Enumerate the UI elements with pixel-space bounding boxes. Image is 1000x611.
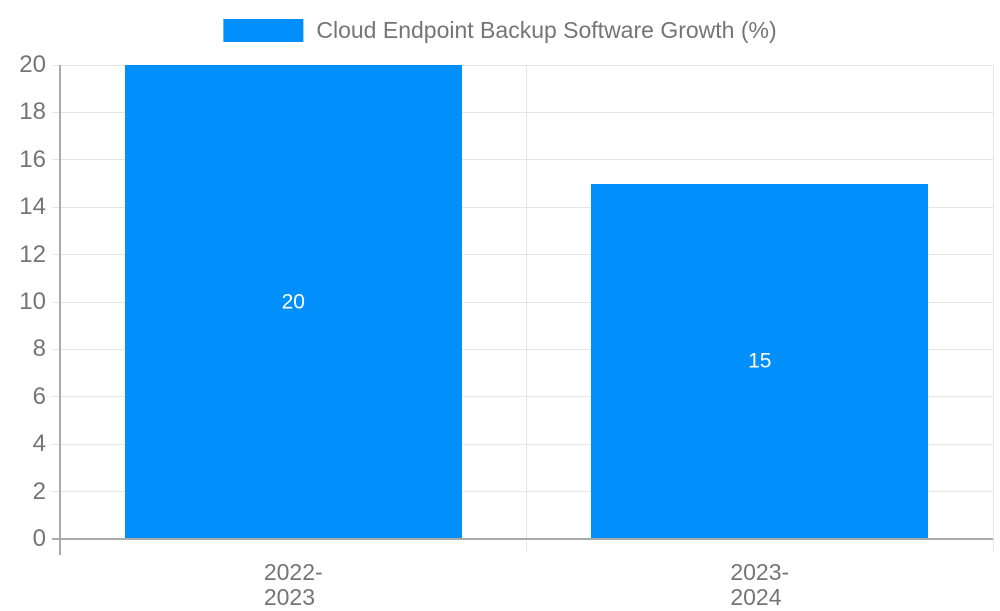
bar bbox=[591, 183, 928, 539]
y-axis-line bbox=[59, 65, 61, 555]
x-axis-label: 2023-2024 bbox=[730, 559, 790, 611]
y-axis-tick bbox=[52, 111, 60, 113]
y-axis-tick bbox=[52, 254, 60, 256]
y-axis-tick bbox=[52, 159, 60, 161]
y-axis-label: 18 bbox=[19, 98, 46, 126]
y-axis-label: 0 bbox=[32, 525, 46, 552]
y-axis-tick bbox=[52, 348, 60, 350]
x-axis-tick bbox=[992, 539, 994, 551]
chart-legend: Cloud Endpoint Backup Software Growth (%… bbox=[223, 17, 777, 43]
x-axis-tick bbox=[526, 539, 527, 551]
y-axis-label: 14 bbox=[19, 193, 46, 221]
y-axis-label: 2 bbox=[32, 477, 46, 505]
y-axis-label: 4 bbox=[32, 430, 46, 458]
y-axis-label: 12 bbox=[19, 240, 46, 268]
y-axis-tick bbox=[52, 491, 60, 493]
y-axis-label: 8 bbox=[32, 335, 46, 363]
y-axis-label: 16 bbox=[19, 145, 46, 173]
legend-swatch bbox=[223, 19, 304, 42]
x-axis-line bbox=[52, 538, 993, 540]
y-axis-tick bbox=[52, 301, 60, 303]
gridline-vertical bbox=[526, 65, 527, 539]
legend-label: Cloud Endpoint Backup Software Growth (%… bbox=[316, 17, 777, 43]
bar-value-label: 15 bbox=[748, 349, 772, 373]
y-axis-label: 6 bbox=[32, 382, 46, 410]
y-axis-label: 10 bbox=[19, 288, 46, 315]
y-axis-tick bbox=[52, 64, 60, 66]
x-axis-label: 2022-2023 bbox=[263, 559, 323, 611]
y-axis-tick bbox=[52, 443, 60, 445]
bar-value-label: 20 bbox=[281, 290, 305, 314]
y-axis-tick bbox=[52, 396, 60, 398]
bar bbox=[125, 65, 462, 539]
y-axis-label: 20 bbox=[19, 51, 46, 78]
y-axis-tick bbox=[52, 206, 60, 208]
gridline-vertical bbox=[992, 65, 994, 539]
